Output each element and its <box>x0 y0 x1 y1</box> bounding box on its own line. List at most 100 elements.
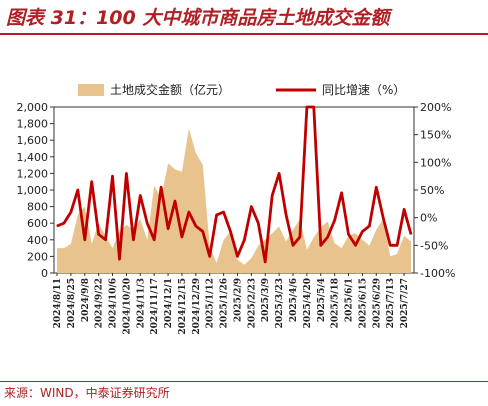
growth-point <box>132 239 134 241</box>
growth-point <box>229 230 232 233</box>
right-axis-ticks: -100% -50% 0% 50% 100% 150% 200% <box>414 101 455 280</box>
x-tick-label: 2024/12/1 <box>164 278 174 328</box>
left-tick-label: 1,600 <box>17 134 49 147</box>
growth-point <box>403 208 405 210</box>
left-tick-label: 2,000 <box>17 101 49 114</box>
legend-area-label: 土地成交金额（亿元） <box>110 82 230 97</box>
x-tick-label: 2024/9/8 <box>81 278 91 322</box>
x-tick-label: 2024/11/17 <box>150 278 160 335</box>
legend-area-swatch <box>78 84 104 96</box>
right-tick-label: -50% <box>420 239 448 252</box>
growth-point <box>139 194 141 197</box>
growth-point <box>299 236 301 238</box>
area-series-fill <box>57 128 411 273</box>
growth-point <box>320 244 322 246</box>
growth-point <box>216 214 218 216</box>
growth-point <box>77 189 79 191</box>
x-tick-label: 2025/1/12 <box>206 278 216 328</box>
growth-point <box>278 172 280 174</box>
growth-point <box>368 225 370 227</box>
left-axis-ticks: 0 200 400 600 800 1,000 1,200 1,400 1,600 1,800 2,… <box>17 101 54 280</box>
x-tick-label: 2024/12/15 <box>178 278 188 335</box>
x-tick-label: 2024/9/22 <box>95 278 105 328</box>
left-tick-label: 1,000 <box>17 184 49 197</box>
growth-point <box>84 239 86 241</box>
chart-legend: 土地成交金额（亿元） 同比增速（%） <box>78 82 405 97</box>
legend-line-label: 同比增速（%） <box>322 83 405 97</box>
x-tick-label: 2024/8/11 <box>53 278 63 328</box>
growth-point <box>209 255 211 257</box>
x-tick-label: 2024/12/29 <box>192 278 202 335</box>
left-tick-label: 1,400 <box>17 151 49 164</box>
growth-point <box>167 228 169 230</box>
x-tick-label: 2025/3/9 <box>261 278 271 322</box>
right-tick-label: 200% <box>420 101 451 114</box>
x-tick-label: 2025/6/29 <box>372 278 382 328</box>
growth-point <box>202 230 204 233</box>
growth-point <box>347 233 350 235</box>
chart-canvas: 0 200 400 600 800 1,000 1,200 1,400 1,600 1,800 2,… <box>17 82 456 335</box>
right-tick-label: 0% <box>420 212 437 225</box>
right-tick-label: 150% <box>420 129 451 142</box>
x-tick-label: 2025/6/15 <box>358 278 368 328</box>
growth-point <box>223 211 225 213</box>
growth-point <box>257 222 259 224</box>
growth-point <box>250 206 252 208</box>
growth-point <box>105 239 107 241</box>
growth-point <box>153 239 155 241</box>
x-tick-label: 2025/5/18 <box>331 278 341 328</box>
growth-point <box>56 225 58 227</box>
x-tick-label: 2025/3/23 <box>275 278 285 328</box>
source-note: 来源：WIND，中泰证券研究所 <box>4 386 170 400</box>
x-tick-label: 2025/6/1 <box>345 278 355 322</box>
left-tick-label: 200 <box>27 250 48 263</box>
growth-line <box>56 105 413 264</box>
source-divider <box>0 381 488 382</box>
growth-point <box>188 211 190 213</box>
right-tick-label: 100% <box>420 156 451 169</box>
x-tick-label: 2024/10/20 <box>122 278 132 335</box>
growth-point <box>382 217 384 219</box>
growth-point <box>63 222 65 224</box>
growth-point <box>146 222 148 224</box>
title-divider <box>0 33 488 35</box>
chart-title: 图表 31：100 大中城市商品房土地成交金额 <box>6 7 390 29</box>
left-tick-label: 400 <box>27 234 48 247</box>
growth-point <box>174 200 176 202</box>
growth-point <box>181 236 183 238</box>
x-tick-label: 2025/1/26 <box>220 278 230 328</box>
growth-point <box>292 244 294 246</box>
growth-point <box>264 261 266 263</box>
growth-point <box>285 214 287 216</box>
right-tick-label: 50% <box>420 184 444 197</box>
growth-point <box>410 233 412 235</box>
x-tick-label: 2025/2/23 <box>247 278 257 328</box>
growth-point <box>98 233 100 235</box>
line-series-layer <box>56 105 413 264</box>
growth-point <box>396 244 398 246</box>
growth-point <box>334 219 336 221</box>
growth-point <box>91 181 93 183</box>
growth-point <box>70 211 72 213</box>
growth-point <box>354 244 357 246</box>
growth-point <box>313 106 315 108</box>
growth-point <box>160 186 162 188</box>
x-tick-label: 2025/7/27 <box>400 278 410 328</box>
x-tick-label: 2024/10/6 <box>109 278 119 328</box>
growth-point <box>125 172 127 174</box>
right-tick-label: -100% <box>420 267 455 280</box>
x-axis-ticks: 2024/8/11 2024/8/25 2024/9/8 2024/9/22 2024/… <box>53 273 410 335</box>
growth-point <box>389 244 391 246</box>
x-tick-label: 2025/5/4 <box>317 278 327 322</box>
left-tick-label: 1,200 <box>17 167 49 180</box>
growth-point <box>375 186 377 188</box>
growth-point <box>341 192 343 194</box>
left-tick-label: 0 <box>41 267 48 280</box>
growth-point <box>327 236 329 238</box>
x-tick-label: 2025/2/9 <box>234 278 244 322</box>
growth-point <box>361 230 363 233</box>
left-tick-label: 800 <box>27 201 48 214</box>
x-tick-label: 2025/7/13 <box>386 278 396 328</box>
x-tick-label: 2025/4/20 <box>303 278 313 328</box>
growth-point <box>271 194 273 197</box>
